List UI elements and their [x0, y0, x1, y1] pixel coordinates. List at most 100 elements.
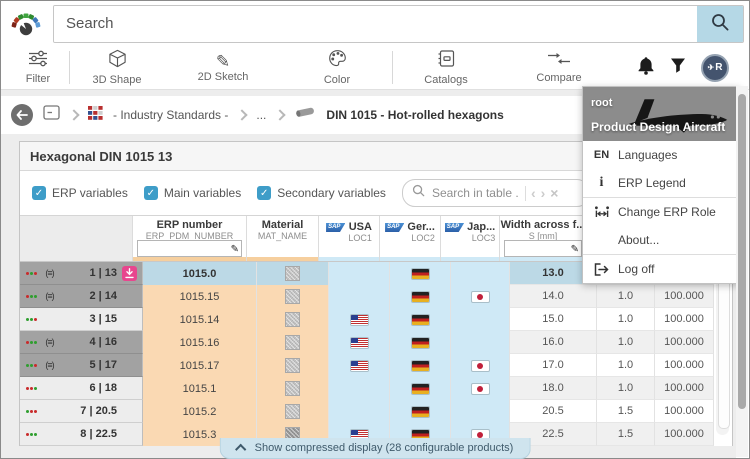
width-filter-input[interactable] — [504, 240, 582, 257]
japan-loc3-cell[interactable] — [451, 354, 510, 377]
japan-loc3-cell[interactable] — [451, 400, 510, 423]
search-prev-button[interactable]: ‹ — [530, 185, 536, 201]
value-cell[interactable]: 1.5 — [597, 400, 655, 423]
value-cell[interactable]: 1.5 — [597, 423, 655, 446]
material-cell[interactable] — [257, 400, 329, 423]
usa-loc1-cell[interactable] — [329, 285, 390, 308]
material-cell[interactable] — [257, 262, 329, 285]
width-across-flats-cell[interactable]: 14.0 — [510, 285, 597, 308]
search-clear-icon[interactable]: × — [550, 185, 559, 201]
erp-number-cell[interactable]: 1015.17 — [143, 354, 257, 377]
show-compressed-display-button[interactable]: Show compressed display (28 configurable… — [219, 438, 531, 459]
header-usa-loc1[interactable]: SAP USA LOC1 — [319, 216, 380, 261]
row-handle-cell[interactable]: (≡) 4 | 16 — [20, 331, 143, 354]
width-across-flats-cell[interactable]: 18.0 — [510, 377, 597, 400]
funnel-filter-icon[interactable] — [670, 57, 686, 79]
material-cell[interactable] — [257, 377, 329, 400]
search-input[interactable] — [54, 5, 697, 42]
value-cell[interactable]: 100.000 — [655, 285, 714, 308]
table-search-input[interactable] — [429, 185, 520, 201]
value-cell[interactable]: 1.0 — [597, 354, 655, 377]
header-erp-number[interactable]: ERP number ERP_PDM_NUMBER ✎ — [133, 216, 247, 261]
table-row[interactable]: (≡) 5 | 17 1015.17 17.0 1.0 100.000 — [20, 354, 732, 377]
toolbar-color[interactable]: Color — [282, 46, 392, 89]
table-row[interactable]: (≡) 2 | 14 1015.15 14.0 1.0 100.000 — [20, 285, 732, 308]
table-row[interactable]: 3 | 15 1015.14 15.0 1.0 100.000 — [20, 308, 732, 331]
breadcrumb-ellipsis[interactable]: ... — [256, 108, 267, 122]
checkbox-erp-variables[interactable]: ✓ ERP variables — [32, 186, 128, 200]
germany-loc2-cell[interactable] — [390, 262, 451, 285]
table-scrollbar[interactable] — [716, 267, 730, 435]
breadcrumb-industry-standards[interactable]: - Industry Standards - — [113, 108, 229, 122]
search-button[interactable] — [697, 5, 743, 42]
value-cell[interactable]: 100.000 — [655, 400, 714, 423]
value-cell[interactable]: 1.0 — [597, 331, 655, 354]
germany-loc2-cell[interactable] — [390, 285, 451, 308]
usa-loc1-cell[interactable] — [329, 354, 390, 377]
germany-loc2-cell[interactable] — [390, 331, 451, 354]
table-scrollbar-thumb[interactable] — [717, 269, 730, 429]
table-row[interactable]: 7 | 20.5 1015.2 20.5 1.5 100.000 — [20, 400, 732, 423]
japan-loc3-cell[interactable] — [451, 308, 510, 331]
menu-item-change-erp-role[interactable]: Change ERP Role — [583, 198, 739, 226]
value-cell[interactable]: 100.000 — [655, 354, 714, 377]
usa-loc1-cell[interactable] — [329, 331, 390, 354]
row-handle-cell[interactable]: (≡) 5 | 17 — [20, 354, 143, 377]
width-across-flats-cell[interactable]: 15.0 — [510, 308, 597, 331]
erp-number-cell[interactable]: 1015.2 — [143, 400, 257, 423]
width-across-flats-cell[interactable]: 22.5 — [510, 423, 597, 446]
page-scrollbar-thumb[interactable] — [738, 94, 746, 409]
usa-loc1-cell[interactable] — [329, 262, 390, 285]
header-germany-loc2[interactable]: SAP Ger... LOC2 — [380, 216, 441, 261]
row-handle-cell[interactable]: 7 | 20.5 — [20, 400, 143, 423]
erp-number-cell[interactable]: 1015.14 — [143, 308, 257, 331]
toolbar-3d-shape[interactable]: 3D Shape — [70, 46, 164, 89]
header-japan-loc3[interactable]: SAP Jap... LOC3 — [441, 216, 500, 261]
usa-loc1-cell[interactable] — [329, 400, 390, 423]
row-handle-cell[interactable]: (≡) 1 | 13 — [20, 262, 143, 285]
material-cell[interactable] — [257, 331, 329, 354]
app-logo-gauge-icon[interactable] — [7, 8, 45, 40]
width-across-flats-cell[interactable]: 20.5 — [510, 400, 597, 423]
toolbar-filter[interactable]: Filter — [7, 46, 69, 89]
header-width-across-flats[interactable]: Width across f... S [mm] ✎ — [500, 216, 587, 261]
japan-loc3-cell[interactable] — [451, 331, 510, 354]
download-icon[interactable] — [122, 265, 137, 281]
value-cell[interactable]: 100.000 — [655, 331, 714, 354]
value-cell[interactable]: 100.000 — [655, 308, 714, 331]
table-row[interactable]: (≡) 4 | 16 1015.16 16.0 1.0 100.000 — [20, 331, 732, 354]
row-handle-cell[interactable]: 8 | 22.5 — [20, 423, 143, 446]
checkbox-secondary-variables[interactable]: ✓ Secondary variables — [257, 186, 386, 200]
usa-loc1-cell[interactable] — [329, 308, 390, 331]
header-material[interactable]: Material MAT_NAME — [247, 216, 319, 261]
menu-item-erp-legend[interactable]: i ERP Legend — [583, 169, 739, 197]
menu-item-about[interactable]: About... — [583, 226, 739, 254]
material-cell[interactable] — [257, 308, 329, 331]
erp-number-cell[interactable]: 1015.16 — [143, 331, 257, 354]
material-cell[interactable] — [257, 354, 329, 377]
window-home-icon[interactable] — [43, 105, 60, 125]
notifications-bell-icon[interactable] — [637, 56, 655, 80]
row-handle-cell[interactable]: (≡) 2 | 14 — [20, 285, 143, 308]
toolbar-compare[interactable]: Compare — [499, 46, 619, 89]
germany-loc2-cell[interactable] — [390, 400, 451, 423]
page-scrollbar[interactable] — [736, 86, 748, 457]
germany-loc2-cell[interactable] — [390, 377, 451, 400]
usa-loc1-cell[interactable] — [329, 377, 390, 400]
row-handle-cell[interactable]: 3 | 15 — [20, 308, 143, 331]
checkbox-main-variables[interactable]: ✓ Main variables — [143, 186, 241, 200]
back-button[interactable] — [11, 104, 33, 126]
germany-loc2-cell[interactable] — [390, 354, 451, 377]
toolbar-catalogs[interactable]: Catalogs — [393, 46, 499, 89]
row-handle-cell[interactable]: 6 | 18 — [20, 377, 143, 400]
value-cell[interactable]: 100.000 — [655, 423, 714, 446]
user-avatar[interactable]: ✈ R — [701, 53, 729, 82]
table-row[interactable]: 8 | 22.5 1015.3 22.5 1.5 100.000 — [20, 423, 732, 446]
table-row[interactable]: 6 | 18 1015.1 18.0 1.0 100.000 — [20, 377, 732, 400]
value-cell[interactable]: 1.0 — [597, 285, 655, 308]
value-cell[interactable]: 1.0 — [597, 377, 655, 400]
japan-loc3-cell[interactable] — [451, 262, 510, 285]
value-cell[interactable]: 1.0 — [597, 308, 655, 331]
toolbar-2d-sketch[interactable]: ✎ 2D Sketch — [164, 46, 282, 89]
erp-number-cell[interactable]: 1015.0 — [143, 262, 257, 285]
